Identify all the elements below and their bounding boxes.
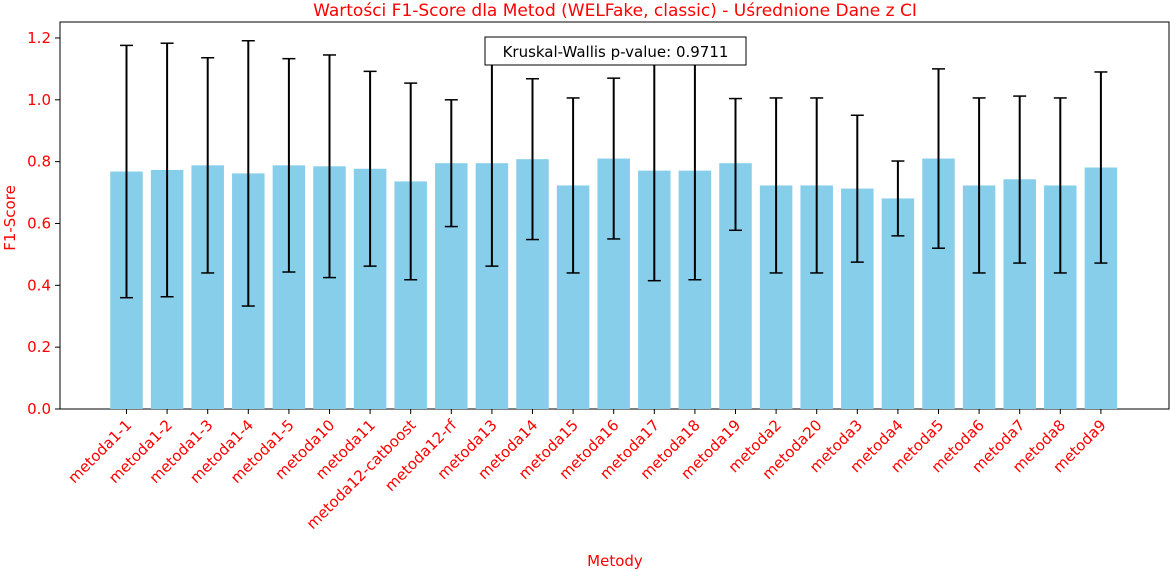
y-axis-label: F1-Score bbox=[1, 185, 19, 251]
y-tick-label: 1.2 bbox=[27, 29, 51, 47]
y-tick-label: 0.0 bbox=[27, 400, 51, 418]
x-axis-label: Metody bbox=[587, 552, 643, 570]
annotation-box: Kruskal-Wallis p-value: 0.9711 bbox=[484, 36, 747, 66]
x-axis-ticks: metoda1-1metoda1-2metoda1-3metoda1-4meto… bbox=[65, 409, 1110, 533]
chart-title: Wartości F1-Score dla Metod (WELFake, cl… bbox=[313, 1, 917, 21]
y-axis-ticks: 0.0 0.2 0.4 0.6 0.8 1.0 1.2 bbox=[27, 29, 60, 418]
y-tick-label: 0.8 bbox=[27, 153, 51, 171]
y-tick-label: 0.2 bbox=[27, 338, 51, 356]
y-tick-label: 0.4 bbox=[27, 276, 51, 294]
annotation-text: Kruskal-Wallis p-value: 0.9711 bbox=[503, 43, 729, 61]
y-tick-label: 1.0 bbox=[27, 91, 51, 109]
annotation-frame bbox=[484, 36, 747, 66]
y-tick-label: 0.6 bbox=[27, 214, 51, 232]
